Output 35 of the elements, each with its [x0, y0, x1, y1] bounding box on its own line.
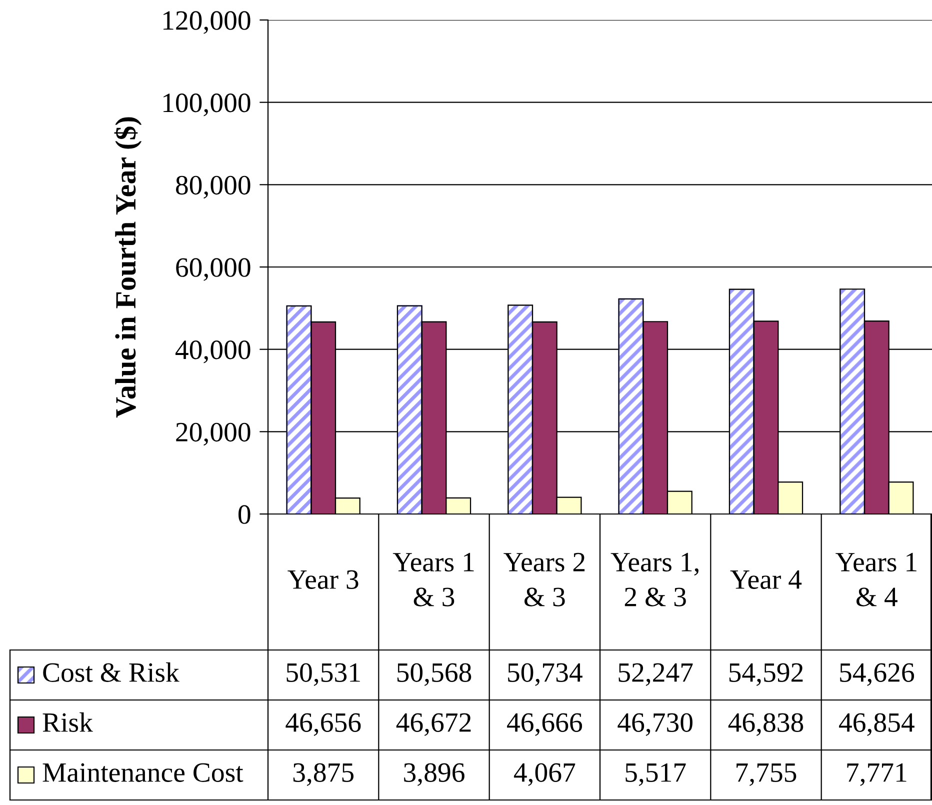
- data-label: 46,730: [618, 713, 692, 736]
- data-label: 4,067: [514, 763, 576, 786]
- data-label: 50,568: [397, 663, 472, 686]
- data-label: 50,734: [508, 663, 582, 686]
- legend-label: Cost & Risk: [43, 662, 180, 682]
- data-label: 3,896: [404, 763, 464, 786]
- y-axis-title: Value in Fourth Year ($): [114, 117, 142, 418]
- y-tick-label: 120,000: [164, 11, 250, 34]
- data-label: 7,755: [736, 763, 796, 786]
- y-tick-label: 20,000: [176, 422, 250, 446]
- data-label: 50,531: [286, 663, 360, 686]
- y-tick-label: 100,000: [164, 94, 250, 116]
- x-tick-label: Years 2 & 3: [504, 552, 585, 606]
- data-label: 54,592: [729, 663, 803, 686]
- data-label: 46,838: [728, 713, 804, 736]
- data-label: 5,517: [626, 763, 686, 786]
- data-label: 46,854: [839, 713, 914, 736]
- data-label: 3,875: [293, 763, 354, 786]
- data-label: 54,626: [840, 663, 914, 686]
- data-label: 52,247: [618, 663, 693, 686]
- x-tick-label: Years 1, 2 & 3: [610, 552, 698, 606]
- x-tick-label: Years 1 & 3: [392, 552, 474, 606]
- data-label: 46,666: [507, 713, 582, 736]
- y-tick-label: 40,000: [175, 340, 250, 364]
- x-tick-label: Year 3: [288, 570, 358, 589]
- x-tick-label: Years 1 & 4: [836, 552, 916, 606]
- y-tick-label: 60,000: [176, 258, 250, 281]
- legend-label: Risk: [42, 712, 93, 732]
- data-label: 7,771: [847, 763, 906, 786]
- y-tick-label: 80,000: [176, 176, 250, 199]
- data-label: 46,672: [396, 713, 471, 736]
- legend-label: Maintenance Cost: [42, 763, 244, 782]
- x-tick-label: Year 4: [730, 570, 802, 589]
- y-tick-label: 0: [238, 505, 250, 524]
- data-label: 46,656: [286, 713, 361, 736]
